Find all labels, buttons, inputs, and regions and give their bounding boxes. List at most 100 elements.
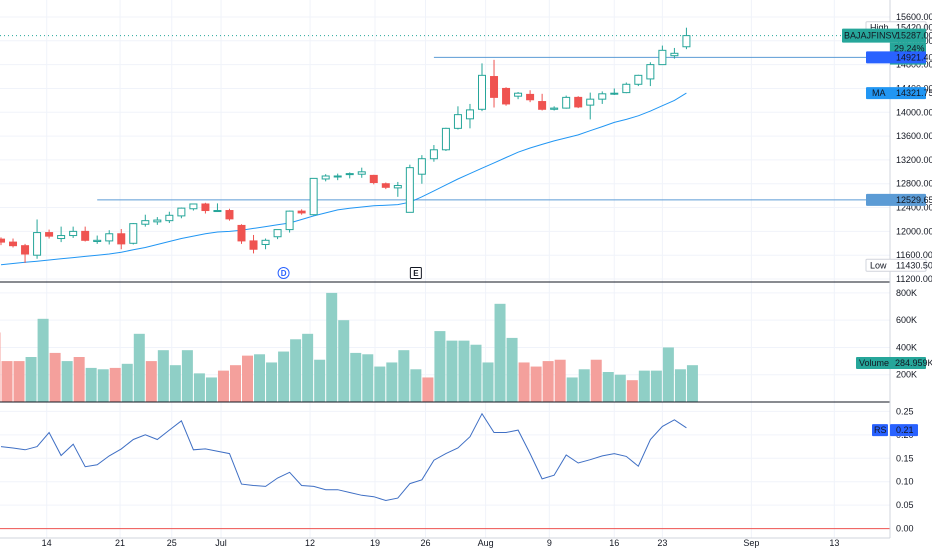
volume-bar[interactable] [374, 366, 386, 402]
candlestick[interactable] [405, 164, 414, 213]
volume-bar[interactable] [506, 337, 518, 402]
volume-bar[interactable] [302, 333, 314, 402]
candlestick[interactable] [177, 207, 186, 219]
candlestick[interactable] [429, 145, 438, 162]
candlestick[interactable] [105, 230, 114, 245]
volume-bar[interactable] [554, 359, 566, 402]
candlestick[interactable] [586, 92, 595, 120]
volume-bar[interactable] [229, 365, 241, 402]
volume-bar[interactable] [145, 361, 157, 402]
candlestick[interactable] [141, 214, 150, 227]
volume-bar[interactable] [386, 362, 398, 402]
volume-bar[interactable] [410, 369, 422, 402]
candlestick[interactable] [69, 226, 78, 238]
volume-bar[interactable] [97, 369, 109, 402]
candlestick[interactable] [57, 226, 66, 243]
volume-bar[interactable] [73, 357, 85, 402]
volume-bar[interactable] [566, 377, 578, 402]
candlestick[interactable] [0, 237, 5, 246]
candlestick[interactable] [81, 226, 90, 242]
candlestick[interactable] [646, 62, 655, 87]
candlestick[interactable] [33, 219, 42, 259]
candlestick[interactable] [225, 208, 234, 221]
candlestick[interactable] [670, 47, 679, 59]
volume-bar[interactable] [25, 357, 37, 402]
volume-bar[interactable] [326, 292, 338, 402]
volume-bar[interactable] [494, 303, 506, 402]
volume-bar[interactable] [181, 350, 193, 402]
volume-bar[interactable] [254, 354, 266, 402]
candlestick[interactable] [273, 229, 282, 240]
candlestick[interactable] [369, 174, 378, 185]
candlestick[interactable] [9, 238, 18, 248]
candlestick[interactable] [622, 82, 631, 94]
time-axis[interactable]: 14 21 25 Jul 12 19 26 Aug 9 16 23 Sep 13 [42, 538, 840, 548]
candlestick[interactable] [309, 177, 318, 216]
volume-bar[interactable] [482, 362, 494, 402]
volume-bar[interactable] [49, 352, 61, 402]
volume-bar[interactable] [542, 361, 554, 402]
volume-bar[interactable] [578, 369, 590, 402]
candlestick[interactable] [237, 224, 246, 244]
volume-bar[interactable] [422, 377, 434, 402]
candlestick[interactable] [345, 172, 354, 179]
candlestick[interactable] [321, 174, 330, 182]
candlestick[interactable] [165, 211, 174, 224]
candlestick[interactable] [658, 45, 667, 66]
volume-bar[interactable] [1, 361, 13, 402]
candlestick[interactable] [490, 59, 499, 108]
volume-bar[interactable] [638, 370, 650, 402]
volume-bar[interactable] [446, 340, 458, 402]
volume-bar[interactable] [61, 361, 73, 402]
candlestick[interactable] [213, 203, 222, 213]
volume-bar[interactable] [37, 318, 49, 402]
volume-bar[interactable] [109, 367, 121, 402]
volume-bar[interactable] [458, 340, 470, 402]
volume-bars[interactable] [0, 292, 698, 402]
volume-bar[interactable] [169, 365, 181, 402]
candlesticks[interactable] [0, 27, 691, 263]
volume-bar[interactable] [686, 365, 698, 402]
volume-bar[interactable] [205, 377, 217, 402]
candlestick[interactable] [574, 96, 583, 109]
volume-bar[interactable] [590, 359, 602, 402]
volume-bar[interactable] [674, 369, 686, 402]
candlestick[interactable] [381, 182, 390, 190]
candlestick[interactable] [393, 181, 402, 197]
candlestick[interactable] [417, 155, 426, 184]
candlestick[interactable] [261, 238, 270, 250]
candlestick[interactable] [526, 90, 535, 103]
candlestick[interactable] [562, 95, 571, 109]
volume-bar[interactable] [398, 350, 410, 402]
candlestick[interactable] [502, 87, 511, 106]
volume-bar[interactable] [662, 347, 674, 402]
volume-bar[interactable] [290, 339, 302, 402]
volume-bar[interactable] [193, 373, 205, 402]
candlestick[interactable] [21, 243, 30, 263]
candlestick[interactable] [297, 209, 306, 215]
volume-bar[interactable] [314, 359, 326, 402]
candlestick[interactable] [333, 173, 342, 181]
candlestick[interactable] [117, 228, 126, 250]
candlestick[interactable] [93, 235, 102, 244]
candlestick[interactable] [478, 63, 486, 112]
candlestick[interactable] [610, 88, 619, 95]
candlestick[interactable] [201, 202, 210, 214]
volume-bar[interactable] [217, 370, 229, 402]
dividend-marker[interactable] [277, 267, 290, 279]
candlestick[interactable] [45, 229, 54, 239]
earnings-marker[interactable] [409, 267, 422, 279]
candlestick[interactable] [285, 210, 294, 233]
candlestick[interactable] [189, 203, 198, 211]
candlestick[interactable] [538, 93, 547, 111]
volume-bar[interactable] [242, 355, 254, 402]
volume-bar[interactable] [626, 380, 638, 402]
candlestick[interactable] [441, 127, 450, 151]
volume-bar[interactable] [157, 350, 169, 402]
candlestick[interactable] [249, 234, 258, 254]
volume-bar[interactable] [338, 320, 350, 402]
volume-bar[interactable] [530, 366, 542, 402]
volume-bar[interactable] [350, 352, 362, 402]
